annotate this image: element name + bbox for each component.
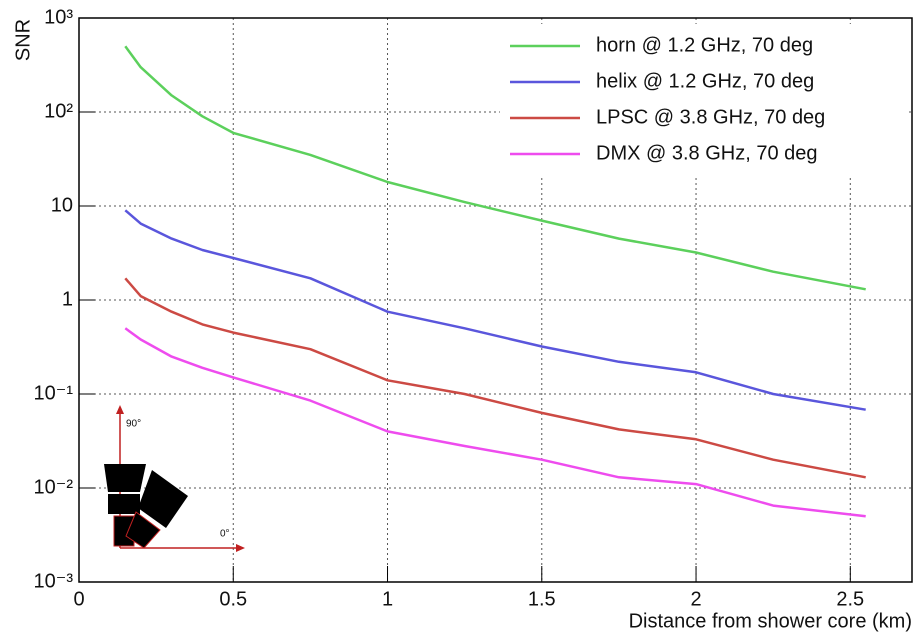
- annotation: 0°: [220, 529, 230, 540]
- legend-label: helix @ 1.2 GHz, 70 deg: [596, 70, 814, 92]
- y-tick-label: 10⁻³: [34, 570, 74, 592]
- x-tick-label: 2: [690, 588, 701, 610]
- x-tick-label: 2.5: [836, 588, 864, 610]
- legend-label: horn @ 1.2 GHz, 70 deg: [596, 34, 813, 56]
- series-line: [124, 327, 866, 518]
- legend: horn @ 1.2 GHz, 70 deg helix @ 1.2 GHz, 7…: [500, 24, 906, 178]
- series-line: [124, 45, 866, 291]
- legend-background: [500, 24, 906, 178]
- y-tick-label: 10⁻²: [34, 476, 74, 498]
- series-line: [124, 277, 866, 479]
- y-axis-label: SNR: [12, 19, 34, 61]
- y-tick-label: 10²: [44, 100, 73, 122]
- plot-frame: [78, 17, 913, 583]
- x-tick-label: 0.5: [219, 588, 247, 610]
- series-line: [124, 209, 866, 411]
- y-tick-label: 10⁻¹: [34, 382, 74, 404]
- y-tick-label: 10³: [44, 6, 73, 28]
- x-tick-label: 1: [382, 588, 393, 610]
- x-tick-label: 1.5: [528, 588, 556, 610]
- legend-label: DMX @ 3.8 GHz, 70 deg: [596, 142, 818, 164]
- legend-label: LPSC @ 3.8 GHz, 70 deg: [596, 106, 825, 128]
- x-axis-label: Distance from shower core (km): [629, 610, 912, 632]
- y-tick-label: 1: [62, 288, 73, 310]
- x-tick-label: 0: [73, 588, 84, 610]
- annotation: 90°: [126, 419, 141, 430]
- antenna-inset: [104, 405, 245, 552]
- y-tick-label: 10: [51, 194, 73, 216]
